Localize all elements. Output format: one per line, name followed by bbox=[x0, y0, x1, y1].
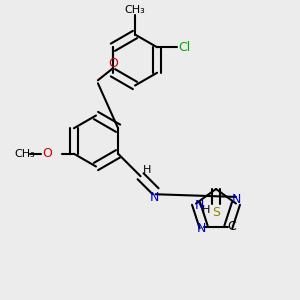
Text: Cl: Cl bbox=[178, 41, 190, 54]
Text: CH₃: CH₃ bbox=[14, 149, 35, 159]
Text: S: S bbox=[212, 206, 220, 219]
Text: C: C bbox=[228, 220, 236, 233]
Text: N: N bbox=[194, 199, 204, 212]
Text: CH₃: CH₃ bbox=[124, 4, 146, 15]
Text: N: N bbox=[231, 193, 241, 206]
Text: O: O bbox=[42, 147, 52, 160]
Text: H: H bbox=[143, 165, 152, 175]
Text: O: O bbox=[108, 57, 118, 70]
Text: N: N bbox=[196, 222, 206, 235]
Text: H: H bbox=[202, 205, 211, 214]
Text: N: N bbox=[149, 191, 159, 204]
